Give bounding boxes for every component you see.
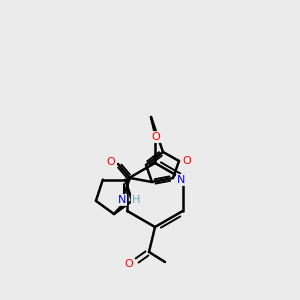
Text: N: N <box>177 175 185 185</box>
Text: O: O <box>106 157 116 167</box>
Text: N: N <box>118 195 126 205</box>
Text: O: O <box>152 132 160 142</box>
Text: H: H <box>132 195 140 205</box>
Text: O: O <box>183 156 191 166</box>
Text: O: O <box>124 259 134 269</box>
